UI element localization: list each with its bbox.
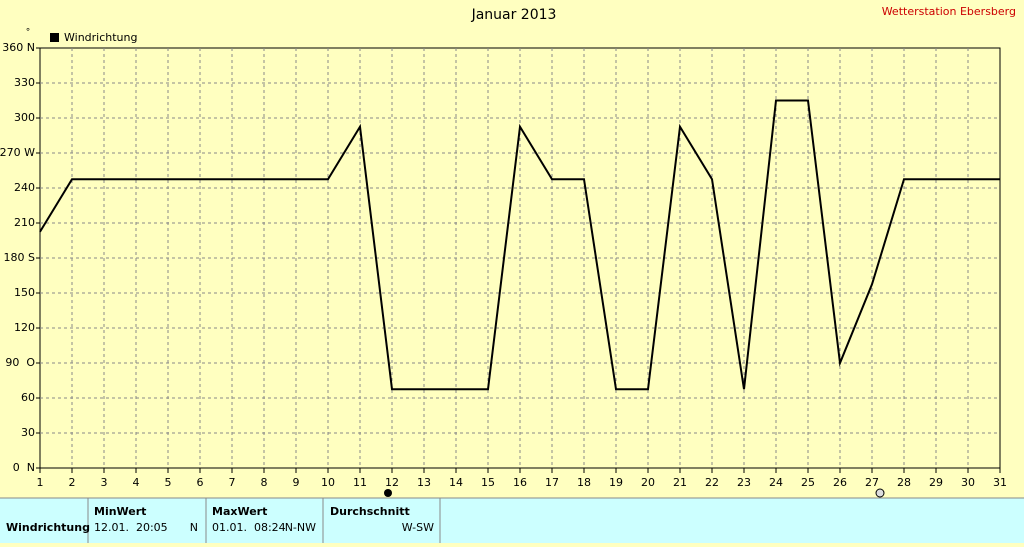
x-tick-label: 6 <box>197 476 204 489</box>
y-tick-label: 300 <box>14 111 35 124</box>
summary-panel <box>0 498 1024 543</box>
x-tick-label: 30 <box>961 476 975 489</box>
summary-direction: N-NW <box>285 521 316 534</box>
y-tick-label: 270 W <box>0 146 35 159</box>
x-tick-label: 10 <box>321 476 335 489</box>
x-tick-label: 20 <box>641 476 655 489</box>
x-tick-label: 1 <box>37 476 44 489</box>
y-tick-label: 150 <box>14 286 35 299</box>
x-tick-label: 22 <box>705 476 719 489</box>
x-tick-label: 26 <box>833 476 847 489</box>
x-tick-label: 12 <box>385 476 399 489</box>
x-tick-label: 18 <box>577 476 591 489</box>
y-tick-label: 180 S <box>4 251 35 264</box>
summary-direction: W-SW <box>402 521 434 534</box>
x-tick-label: 16 <box>513 476 527 489</box>
y-tick-label: 360 N <box>2 41 35 54</box>
summary-borders <box>0 497 1024 543</box>
legend-swatch <box>50 33 59 42</box>
x-tick-label: 2 <box>69 476 76 489</box>
legend-label: Windrichtung <box>64 31 137 44</box>
x-tick-label: 24 <box>769 476 783 489</box>
summary-header: MinWert <box>94 505 146 518</box>
x-tick-label: 17 <box>545 476 559 489</box>
y-tick-label: 120 <box>14 321 35 334</box>
station-name: Wetterstation Ebersberg <box>882 5 1016 18</box>
max-marker <box>875 488 885 498</box>
summary-direction: N <box>190 521 198 534</box>
x-tick-label: 15 <box>481 476 495 489</box>
x-tick-label: 14 <box>449 476 463 489</box>
x-tick-label: 3 <box>101 476 108 489</box>
x-tick-label: 4 <box>133 476 140 489</box>
x-tick-label: 31 <box>993 476 1007 489</box>
line-series <box>39 99 1000 391</box>
y-tick-label: 240 <box>14 181 35 194</box>
summary-header: MaxWert <box>212 505 267 518</box>
y-tick-label: 0 N <box>13 461 35 474</box>
x-tick-label: 13 <box>417 476 431 489</box>
x-tick-label: 8 <box>261 476 268 489</box>
y-tick-label: 60 <box>21 391 35 404</box>
x-tick-label: 29 <box>929 476 943 489</box>
y-tick-label: 330 <box>14 76 35 89</box>
x-tick-label: 23 <box>737 476 751 489</box>
y-axis-label: ° <box>26 28 31 38</box>
summary-header: Durchschnitt <box>330 505 410 518</box>
x-tick-label: 7 <box>229 476 236 489</box>
x-tick-label: 9 <box>293 476 300 489</box>
y-tick-label: 90 O <box>5 356 35 369</box>
y-tick-label: 30 <box>21 426 35 439</box>
chart-title: Januar 2013 <box>471 7 557 23</box>
x-tick-label: 25 <box>801 476 815 489</box>
x-tick-label: 11 <box>353 476 367 489</box>
summary-time: 01.01. 08:24 <box>212 521 286 534</box>
x-tick-label: 5 <box>165 476 172 489</box>
summary-row-label: Windrichtung <box>6 521 90 534</box>
min-marker <box>384 489 392 497</box>
x-tick-label: 21 <box>673 476 687 489</box>
x-tick-label: 19 <box>609 476 623 489</box>
x-tick-label: 28 <box>897 476 911 489</box>
y-tick-label: 210 <box>14 216 35 229</box>
x-tick-label: 27 <box>865 476 879 489</box>
summary-time: 12.01. 20:05 <box>94 521 168 534</box>
